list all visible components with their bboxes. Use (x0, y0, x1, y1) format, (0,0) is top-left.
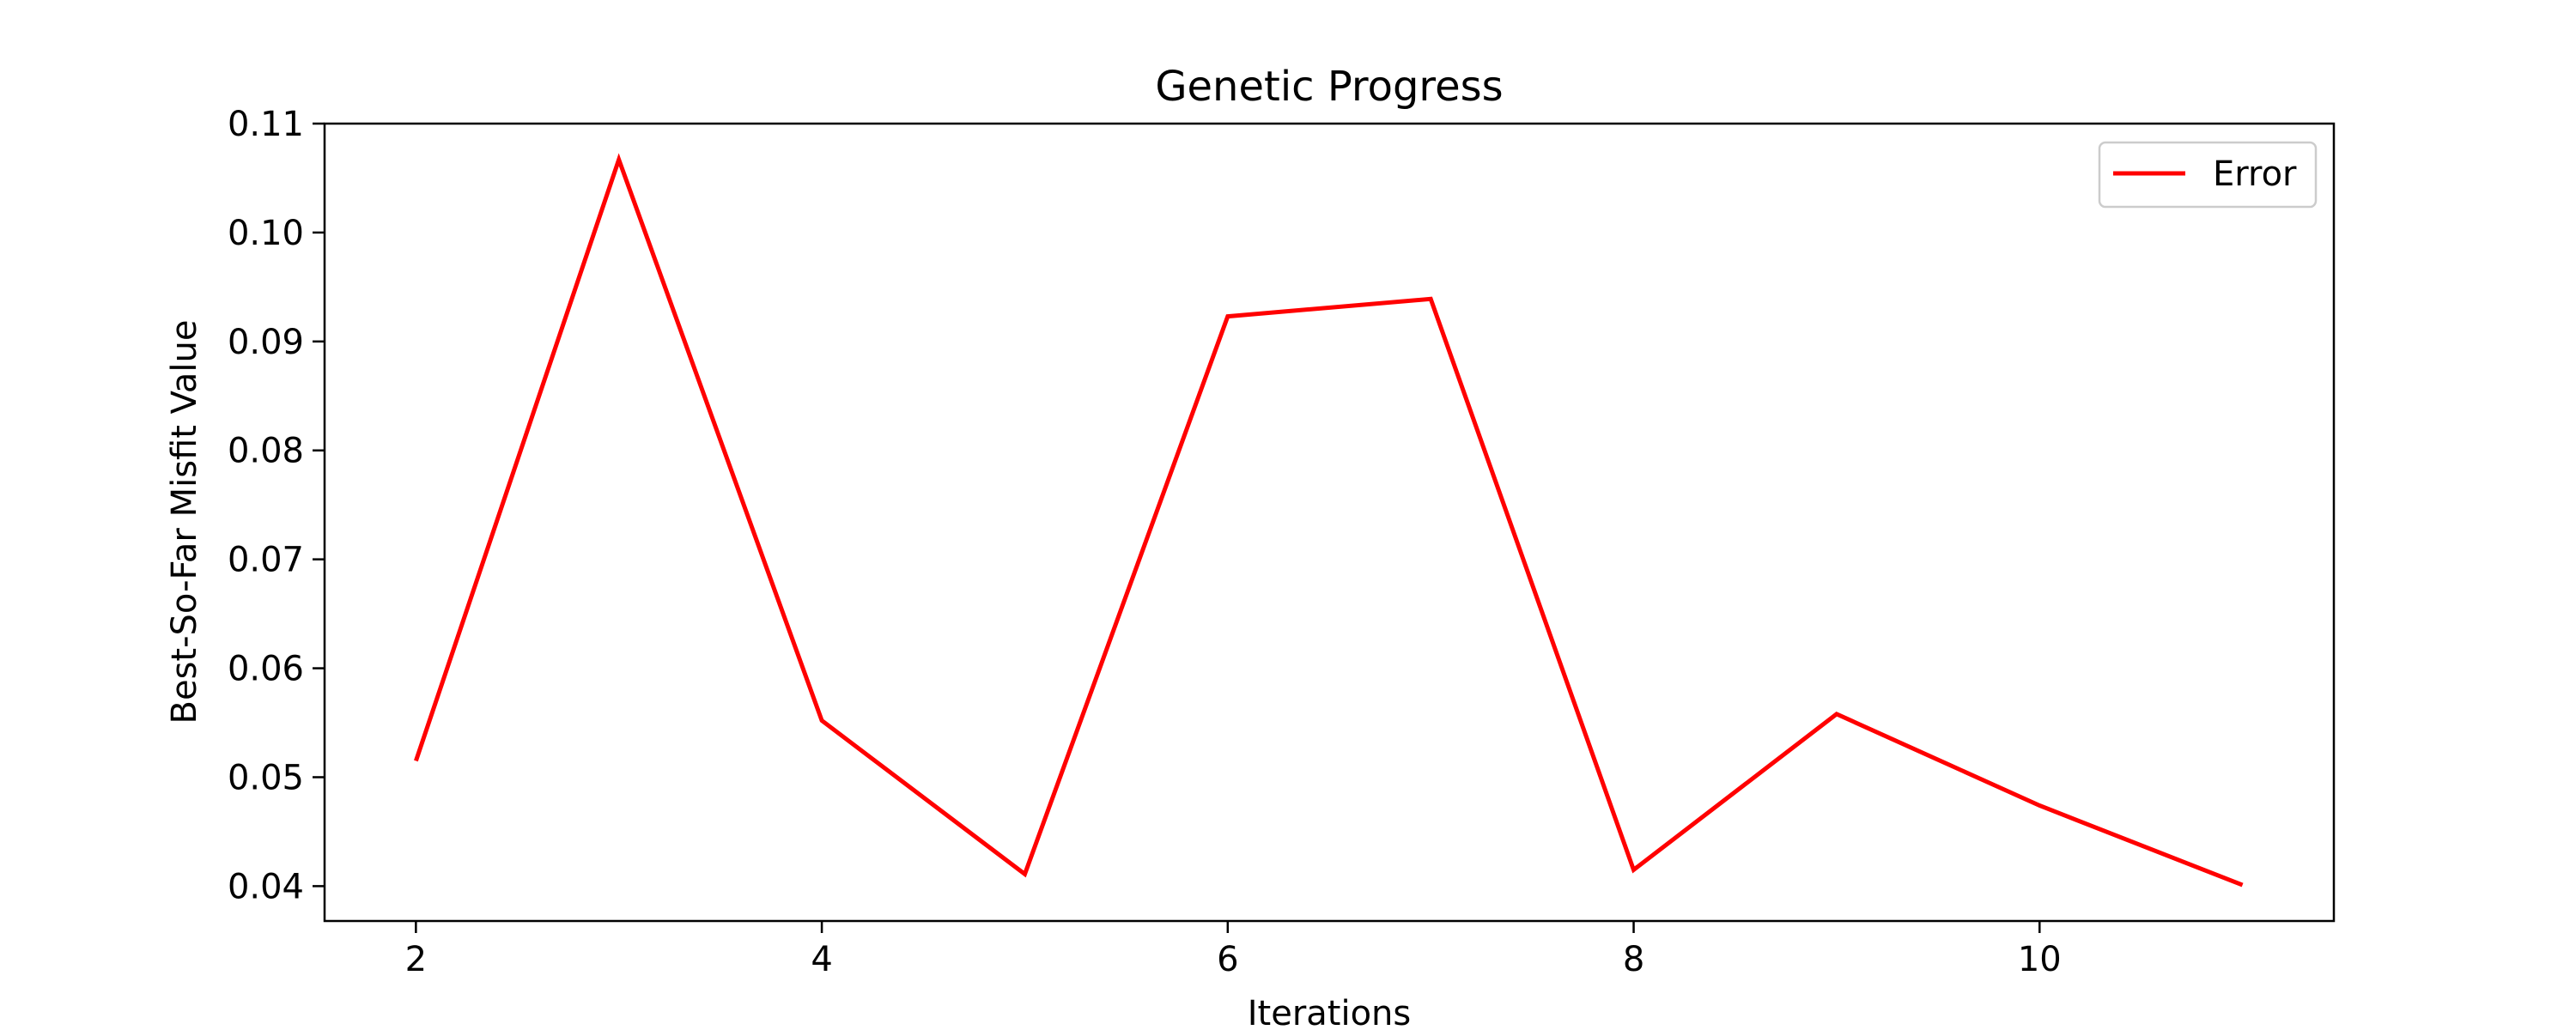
chart-title: Genetic Progress (1155, 63, 1503, 111)
y-tick-label: 0.11 (228, 105, 304, 144)
legend-label-error: Error (2213, 154, 2297, 194)
y-tick-label: 0.05 (228, 758, 304, 797)
x-tick-label: 8 (1623, 940, 1644, 979)
series-line-error (414, 153, 2244, 888)
y-axis-label: Best-So-Far Misfit Value (165, 320, 204, 724)
x-tick-label: 10 (2018, 940, 2062, 979)
plot-frame (323, 122, 2336, 923)
x-tick-label: 4 (811, 940, 832, 979)
y-tick-label: 0.06 (228, 650, 304, 689)
legend-box (2098, 141, 2318, 209)
series-layer (414, 153, 2244, 888)
y-tick-label: 0.04 (228, 867, 304, 906)
x-axis-label: Iterations (1248, 994, 1412, 1030)
axis-ticks: 2 4 6 8 10 0.04 0.05 0.06 0.07 0.08 0.09 0.10 0.11 (228, 105, 2062, 979)
y-tick-label: 0.07 (228, 541, 304, 580)
y-tick-label: 0.09 (228, 323, 304, 362)
y-tick-label: 0.10 (228, 214, 304, 253)
y-tick-label: 0.08 (228, 432, 304, 471)
x-tick-label: 2 (405, 940, 427, 979)
x-tick-label: 6 (1217, 940, 1238, 979)
legend: Error (2098, 141, 2318, 209)
